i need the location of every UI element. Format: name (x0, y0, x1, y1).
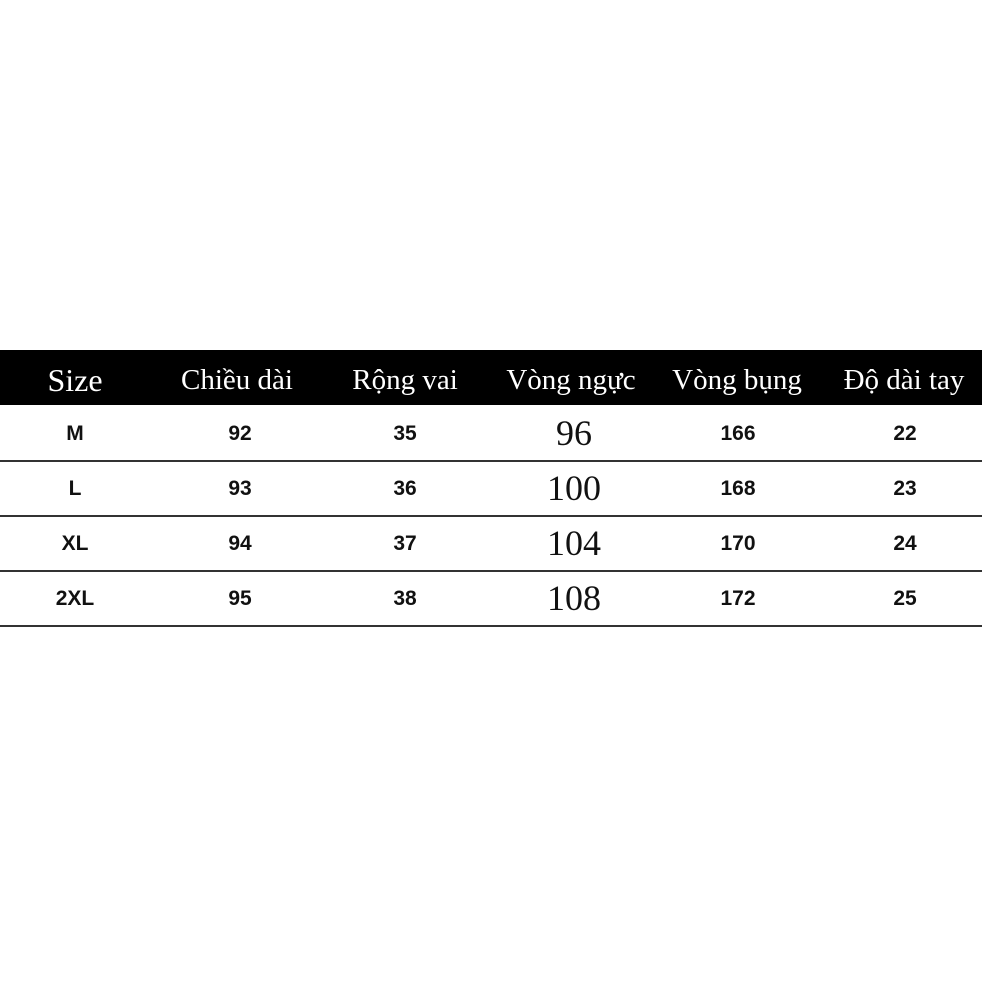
header-waist: Vòng bụng (672, 364, 802, 396)
header-size: Size (47, 362, 103, 398)
cell-length: 92 (228, 422, 252, 445)
cell-chest: 104 (547, 523, 601, 563)
cell-waist: 166 (720, 422, 756, 445)
header-sleeve: Độ dài tay (843, 364, 965, 396)
table-row: 2XL 95 38 108 172 25 (0, 570, 982, 627)
cell-length: 94 (228, 532, 252, 555)
cell-shoulder: 35 (393, 422, 417, 445)
header-chest: Vòng ngực (506, 364, 636, 396)
cell-chest: 100 (547, 468, 601, 508)
cell-sleeve: 25 (893, 587, 917, 610)
header-shoulder: Rộng vai (352, 364, 458, 396)
header-length: Chiều dài (181, 364, 293, 396)
table-row: XL 94 37 104 170 24 (0, 515, 982, 572)
table-header: Size Chiều dài Rộng vai Vòng ngực Vòng b… (0, 350, 982, 405)
cell-size: XL (61, 532, 89, 555)
cell-size: M (66, 422, 84, 445)
cell-shoulder: 37 (393, 532, 417, 555)
cell-shoulder: 38 (393, 587, 417, 610)
cell-size: 2XL (55, 587, 95, 610)
cell-waist: 168 (720, 477, 756, 500)
cell-sleeve: 24 (893, 532, 917, 555)
table-row: L 93 36 100 168 23 (0, 460, 982, 517)
cell-chest: 108 (547, 578, 601, 618)
cell-shoulder: 36 (393, 477, 417, 500)
cell-chest: 96 (556, 413, 592, 453)
cell-waist: 172 (720, 587, 756, 610)
cell-sleeve: 22 (893, 422, 917, 445)
cell-waist: 170 (720, 532, 756, 555)
cell-sleeve: 23 (893, 477, 917, 500)
table-row: M 92 35 96 166 22 (0, 405, 982, 462)
cell-length: 95 (228, 587, 252, 610)
cell-length: 93 (228, 477, 252, 500)
cell-size: L (68, 477, 82, 500)
